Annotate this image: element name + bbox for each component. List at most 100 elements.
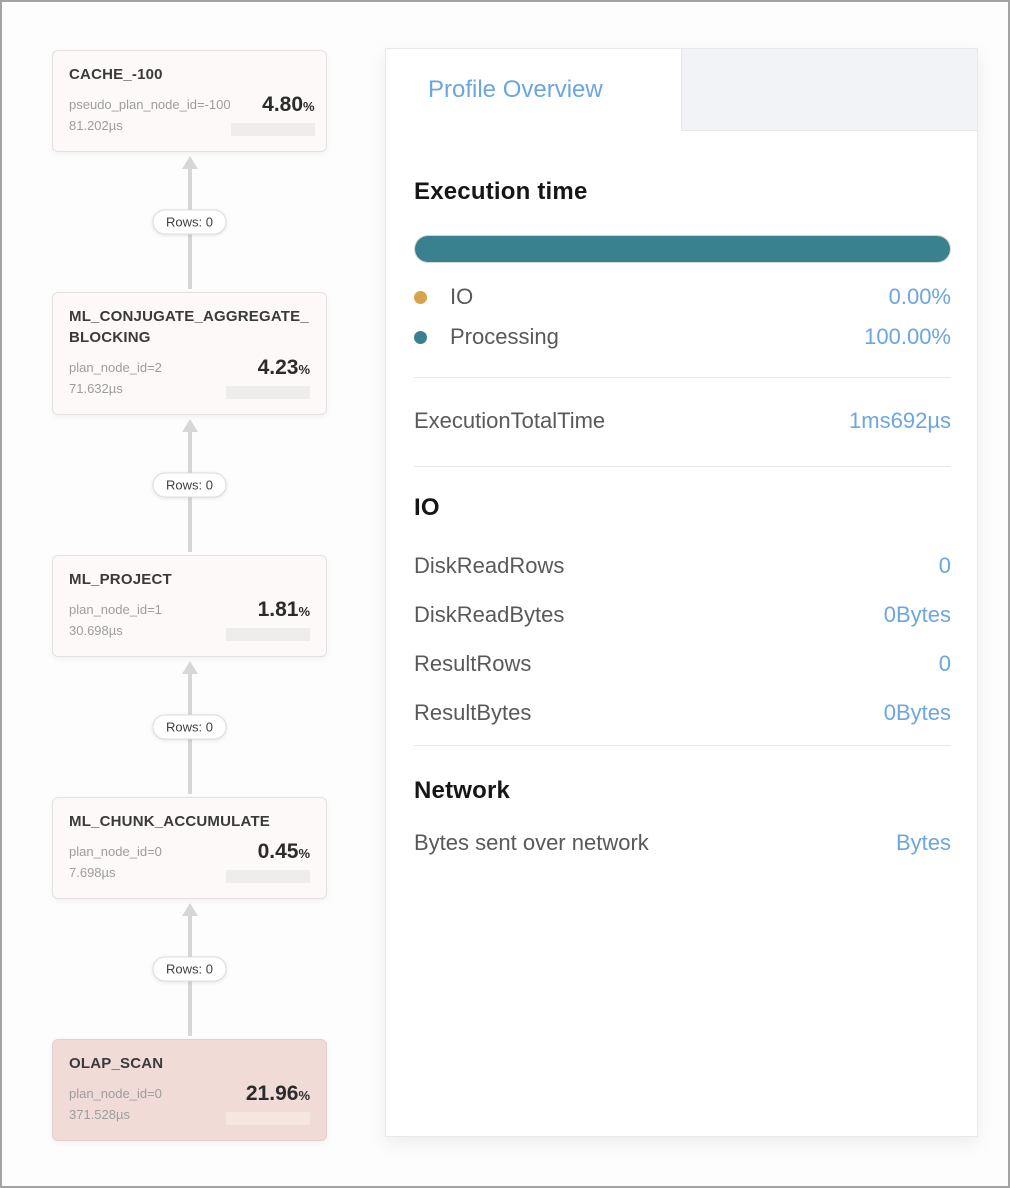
- execution-time-legend: IO 0.00% Processing 100.00%: [414, 277, 951, 357]
- stat-label: DiskReadBytes: [414, 601, 565, 627]
- stat-label: ResultBytes: [414, 699, 532, 725]
- io-stats: DiskReadRows 0 DiskReadBytes 0Bytes Resu…: [414, 541, 951, 737]
- node-pct-block: 4.23%: [226, 356, 310, 399]
- rows-badge: Rows: 0: [152, 472, 227, 498]
- node-percent-bar: [226, 1112, 310, 1125]
- legend-label: Processing: [450, 324, 559, 349]
- node-plan-id: plan_node_id=2: [69, 360, 162, 375]
- arrow-up-icon: [181, 903, 198, 916]
- rows-badge: Rows: 0: [152, 956, 227, 982]
- plan-edge: Rows: 0: [52, 899, 327, 1039]
- plan-edge: Rows: 0: [52, 152, 327, 292]
- divider: [414, 377, 951, 378]
- node-percent: 0.45%: [257, 840, 310, 863]
- result-bytes-row: ResultBytes 0Bytes: [414, 688, 951, 737]
- node-percent-bar: [226, 628, 310, 641]
- legend-value: 0.00%: [888, 284, 951, 309]
- plan-edge: Rows: 0: [52, 415, 327, 555]
- plan-tree: CACHE_-100 pseudo_plan_node_id=-100 81.2…: [52, 50, 327, 1141]
- tab-profile-overview[interactable]: Profile Overview: [386, 49, 681, 131]
- processing-color-dot-icon: [414, 330, 427, 344]
- arrow-up-icon: [181, 419, 198, 432]
- node-meta: pseudo_plan_node_id=-100 81.202µs: [69, 94, 231, 136]
- node-meta: plan_node_id=0 7.698µs: [69, 841, 162, 883]
- profile-panel: Profile Overview Execution time IO 0.00%: [385, 48, 978, 1137]
- stat-value: 0: [938, 650, 951, 676]
- node-percent-bar: [230, 123, 315, 136]
- node-body: plan_node_id=0 371.528µs 21.96%: [69, 1082, 310, 1125]
- node-percent: 21.96%: [245, 1082, 310, 1105]
- rows-badge: Rows: 0: [152, 209, 227, 235]
- node-time: 371.528µs: [69, 1107, 130, 1122]
- node-percent: 1.81%: [257, 598, 310, 621]
- divider: [414, 745, 951, 746]
- tab-bar: Profile Overview: [386, 49, 977, 131]
- plan-node-ml-chunk-accumulate[interactable]: ML_CHUNK_ACCUMULATE plan_node_id=0 7.698…: [52, 797, 327, 899]
- node-time: 71.632µs: [69, 381, 123, 396]
- node-title: ML_PROJECT: [69, 571, 172, 588]
- tab-label: Profile Overview: [428, 76, 603, 103]
- legend-value: 100.00%: [864, 324, 951, 349]
- main-layout: CACHE_-100 pseudo_plan_node_id=-100 81.2…: [2, 2, 1008, 1141]
- stat-label: ExecutionTotalTime: [414, 408, 606, 433]
- node-pct-block: 1.81%: [226, 598, 310, 641]
- divider: [414, 466, 951, 467]
- node-body: plan_node_id=2 71.632µs 4.23%: [69, 356, 310, 399]
- node-percent-bar: [226, 870, 310, 883]
- node-title: CACHE_-100: [69, 66, 163, 83]
- io-color-dot-icon: [414, 290, 427, 304]
- plan-node-ml-conjugate-aggregate-blocking[interactable]: ML_CONJUGATE_AGGREGATE_BLOCKING plan_nod…: [52, 292, 327, 415]
- plan-node-ml-project[interactable]: ML_PROJECT plan_node_id=1 30.698µs 1.81%: [52, 555, 327, 657]
- stat-value: 0Bytes: [883, 699, 951, 725]
- plan-edge: Rows: 0: [52, 657, 327, 797]
- node-plan-id: plan_node_id=0: [69, 844, 162, 859]
- rows-badge: Rows: 0: [152, 714, 227, 740]
- stat-label: DiskReadRows: [414, 552, 565, 578]
- tab-bar-empty-area: [681, 49, 977, 131]
- node-meta: plan_node_id=2 71.632µs: [69, 357, 162, 399]
- node-percent: 4.23%: [257, 356, 310, 379]
- disk-read-rows-row: DiskReadRows 0: [414, 541, 951, 590]
- panel-content: Execution time IO 0.00% Processing 100.0…: [386, 131, 977, 874]
- node-pct-block: 0.45%: [226, 840, 310, 883]
- node-title: ML_CHUNK_ACCUMULATE: [69, 813, 271, 830]
- node-title: OLAP_SCAN: [69, 1055, 164, 1072]
- node-meta: plan_node_id=1 30.698µs: [69, 599, 162, 641]
- legend-row-processing: Processing 100.00%: [414, 317, 951, 357]
- node-plan-id: plan_node_id=0: [69, 1086, 162, 1101]
- execution-total-time-row: ExecutionTotalTime 1ms692µs: [414, 378, 951, 466]
- node-time: 30.698µs: [69, 623, 123, 638]
- node-pct-block: 4.80%: [230, 93, 315, 136]
- node-body: pseudo_plan_node_id=-100 81.202µs 4.80%: [69, 93, 315, 136]
- node-body: plan_node_id=1 30.698µs 1.81%: [69, 598, 310, 641]
- stat-value: 0Bytes: [883, 601, 951, 627]
- bar-segment-processing: [415, 236, 950, 262]
- stat-value: Bytes: [895, 830, 951, 855]
- network-heading: Network: [414, 777, 511, 804]
- disk-read-bytes-row: DiskReadBytes 0Bytes: [414, 590, 951, 639]
- io-heading: IO: [414, 494, 440, 521]
- node-time: 7.698µs: [69, 865, 116, 880]
- legend-label: IO: [450, 284, 474, 309]
- stat-label: Bytes sent over network: [414, 830, 649, 855]
- stat-value: 0: [938, 552, 951, 578]
- stat-value: 1ms692µs: [849, 408, 951, 433]
- node-pct-block: 21.96%: [226, 1082, 310, 1125]
- node-meta: plan_node_id=0 371.528µs: [69, 1083, 162, 1125]
- legend-row-io: IO 0.00%: [414, 277, 951, 317]
- plan-node-olap-scan[interactable]: OLAP_SCAN plan_node_id=0 371.528µs 21.96…: [52, 1039, 327, 1141]
- result-rows-row: ResultRows 0: [414, 639, 951, 688]
- execution-time-heading: Execution time: [414, 178, 588, 205]
- node-plan-id: plan_node_id=1: [69, 602, 162, 617]
- node-plan-id: pseudo_plan_node_id=-100: [69, 97, 231, 112]
- node-body: plan_node_id=0 7.698µs 0.45%: [69, 840, 310, 883]
- bytes-sent-row: Bytes sent over network Bytes: [414, 812, 951, 874]
- plan-node-cache[interactable]: CACHE_-100 pseudo_plan_node_id=-100 81.2…: [52, 50, 327, 152]
- node-percent-bar: [226, 386, 310, 399]
- node-time: 81.202µs: [69, 118, 123, 133]
- arrow-up-icon: [181, 156, 198, 169]
- execution-time-bar: [414, 235, 951, 263]
- node-title: ML_CONJUGATE_AGGREGATE_BLOCKING: [69, 308, 309, 346]
- stat-label: ResultRows: [414, 650, 532, 676]
